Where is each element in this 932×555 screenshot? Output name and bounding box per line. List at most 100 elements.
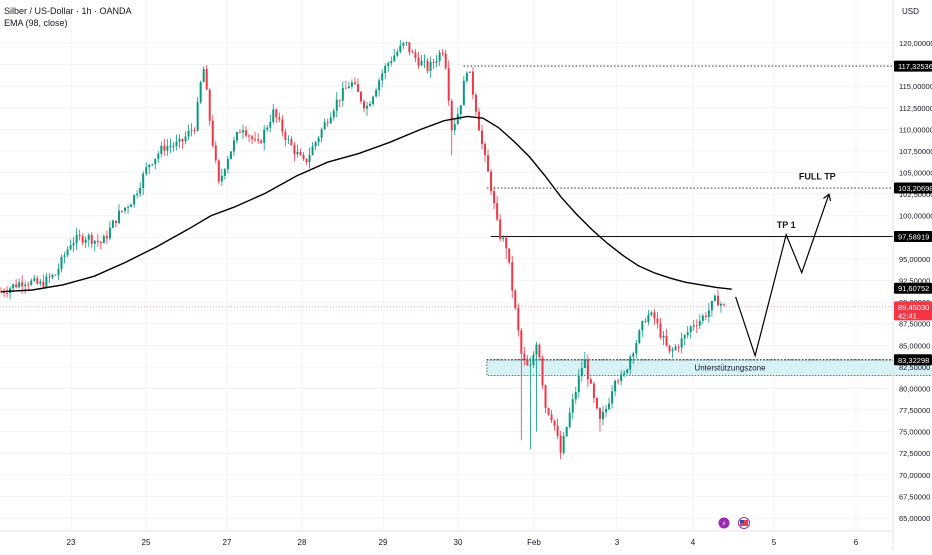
candle-body: [157, 153, 160, 159]
last-price-box[interactable]: [894, 301, 932, 321]
candle-body: [426, 60, 429, 71]
candle-body: [526, 359, 529, 366]
candle-body: [254, 139, 257, 140]
price-level-box[interactable]: [894, 182, 932, 194]
price-level-box[interactable]: [894, 60, 932, 72]
candle-body: [251, 136, 254, 140]
candle-body: [411, 52, 414, 53]
candle-body: [562, 435, 565, 453]
candle-body: [468, 71, 471, 73]
price-level-box-text: 97,58919: [898, 233, 929, 242]
candle-body: [502, 237, 505, 240]
candle-body: [3, 291, 6, 293]
candle-body: [299, 151, 302, 155]
y-tick-label: 105,00000: [899, 169, 932, 178]
candle-body: [78, 234, 81, 237]
price-level-box-text: 83,32298: [898, 356, 929, 365]
tp1-label[interactable]: TP 1: [777, 220, 796, 230]
y-tick-label: 100,00000: [899, 212, 932, 221]
candle-body: [235, 132, 238, 141]
price-level-box[interactable]: [894, 282, 932, 294]
candle-body: [27, 284, 30, 286]
candle-body: [614, 380, 617, 392]
x-tick-label: 3: [615, 538, 620, 547]
candle-body: [18, 282, 21, 288]
candle-body: [257, 139, 260, 141]
candle-body: [456, 114, 459, 125]
candle-body: [187, 130, 190, 137]
candle-body: [611, 391, 614, 404]
candle-body: [719, 303, 722, 306]
candle-body: [644, 321, 647, 323]
candle-body: [302, 154, 305, 159]
candle-body: [568, 412, 571, 427]
candle-body: [114, 220, 117, 224]
candle-body: [111, 220, 114, 228]
indicator-label[interactable]: EMA (98, close): [4, 18, 68, 28]
candle-body: [63, 255, 66, 257]
candle-body: [314, 142, 317, 147]
candle-body: [84, 239, 87, 243]
candle-body: [363, 101, 366, 109]
candle-body: [595, 397, 598, 409]
candle-body: [650, 312, 653, 315]
candle-body: [308, 155, 311, 163]
candle-body: [130, 204, 133, 207]
candle-body: [193, 130, 196, 132]
support-zone[interactable]: [486, 359, 932, 376]
lightning-event-icon[interactable]: [718, 517, 730, 529]
candle-body: [387, 63, 390, 67]
candle-body: [24, 284, 27, 287]
y-tick-label: 110,00000: [899, 125, 932, 134]
candle-body: [39, 281, 42, 284]
candle-body: [393, 55, 396, 62]
candle-body: [160, 145, 163, 154]
symbol-title[interactable]: Silber / US-Dollar · 1h · OANDA: [4, 6, 132, 16]
candle-body: [487, 155, 490, 172]
y-tick-label: 85,00000: [899, 341, 930, 350]
candle-body: [565, 426, 568, 436]
candle-body: [99, 241, 102, 244]
candle-body: [323, 122, 326, 130]
candle-body: [499, 219, 502, 240]
x-tick-label: 25: [142, 538, 151, 547]
candle-body: [665, 335, 668, 346]
candle-body: [620, 374, 623, 382]
candle-body: [223, 169, 226, 176]
lightning-glyph: ⚡: [722, 520, 727, 528]
candle-body: [635, 343, 638, 354]
candle-body: [151, 164, 154, 166]
candle-body: [571, 399, 574, 413]
full-tp-label[interactable]: FULL TP: [799, 171, 836, 181]
candle-body: [136, 193, 139, 196]
chart-legend: Silber / US-Dollar · 1h · OANDA EMA (98,…: [4, 5, 132, 29]
candle-body: [580, 368, 583, 377]
candle-body: [695, 325, 698, 327]
price-level-box[interactable]: [894, 231, 932, 243]
candle-body: [559, 435, 562, 453]
candle-body: [414, 52, 417, 58]
ema-line[interactable]: [0, 115, 732, 293]
candle-body: [692, 325, 695, 327]
candle-body: [326, 122, 329, 124]
projection-path[interactable]: [735, 193, 830, 358]
y-tick-label: 82,50000: [899, 363, 930, 372]
last-price-box-countdown: 42:41: [898, 311, 917, 320]
candle-body: [281, 119, 284, 132]
candle-body: [547, 407, 550, 415]
candle-body: [287, 139, 290, 141]
candle-body: [435, 61, 438, 63]
candle-body: [181, 139, 184, 142]
candle-body: [341, 87, 344, 101]
candle-body: [66, 249, 69, 256]
price-level-box[interactable]: [894, 354, 932, 366]
candle-body: [541, 357, 544, 386]
candle-body: [429, 61, 432, 71]
candle-body: [544, 385, 547, 408]
candle-body: [184, 136, 187, 142]
candle-body: [366, 105, 369, 109]
candle-body: [278, 117, 281, 120]
y-tick-label: 70,00000: [899, 471, 930, 480]
